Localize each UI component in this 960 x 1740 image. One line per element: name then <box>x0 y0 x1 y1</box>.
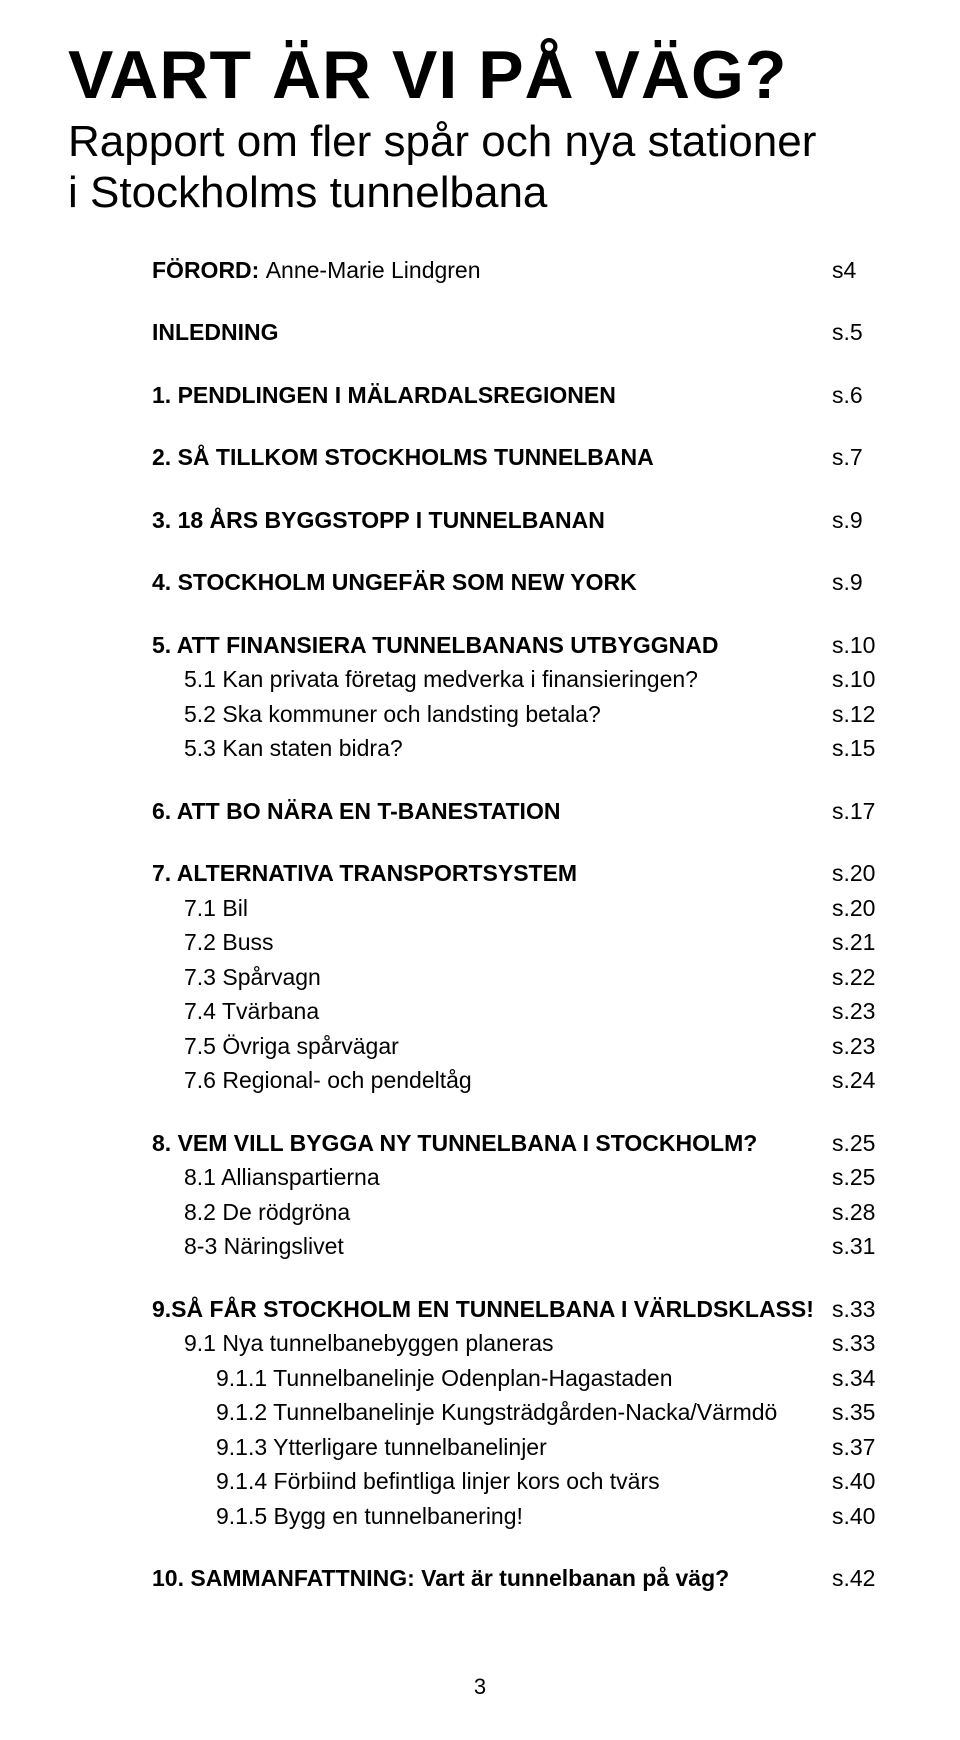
toc-s7-4-page: s.23 <box>828 994 892 1029</box>
toc-s6-label: 6. ATT BO NÄRA EN T-BANESTATION <box>152 794 828 829</box>
toc-s9-1-2-label: 9.1.2 Tunnelbanelinje Kungsträdgården-Na… <box>216 1395 828 1430</box>
toc-s7-label: 7. ALTERNATIVA TRANSPORTSYSTEM <box>152 856 828 891</box>
toc-s5-1-page: s.10 <box>828 662 892 697</box>
toc-s7-3: 7.3 Spårvagn s.22 <box>152 960 892 995</box>
toc-s7-5-page: s.23 <box>828 1029 892 1064</box>
toc-s9-1-page: s.33 <box>828 1326 892 1361</box>
toc-s9-1-3-label: 9.1.3 Ytterligare tunnelbanelinjer <box>216 1430 828 1465</box>
toc-section-3: 3. 18 ÅRS BYGGSTOPP I TUNNELBANAN s.9 <box>152 503 892 538</box>
toc-s8-3-label: 8-3 Näringslivet <box>184 1229 828 1264</box>
toc-s8-2-label: 8.2 De rödgröna <box>184 1195 828 1230</box>
toc-s7-4-label: 7.4 Tvärbana <box>184 994 828 1029</box>
toc-s9-page: s.33 <box>828 1292 892 1327</box>
toc-s3-label: 3. 18 ÅRS BYGGSTOPP I TUNNELBANAN <box>152 503 828 538</box>
toc-section-2: 2. SÅ TILLKOM STOCKHOLMS TUNNELBANA s.7 <box>152 440 892 475</box>
toc-s5-2: 5.2 Ska kommuner och landsting betala? s… <box>152 697 892 732</box>
toc-section-10: 10. SAMMANFATTNING: Vart är tunnelbanan … <box>152 1561 892 1596</box>
toc-s9-1-4-page: s.40 <box>828 1464 892 1499</box>
foreword-lead: FÖRORD: <box>152 257 266 283</box>
toc-s7-4: 7.4 Tvärbana s.23 <box>152 994 892 1029</box>
toc-s7-5: 7.5 Övriga spårvägar s.23 <box>152 1029 892 1064</box>
toc-s5-1: 5.1 Kan privata företag medverka i finan… <box>152 662 892 697</box>
toc-s9-label: 9.SÅ FÅR STOCKHOLM EN TUNNELBANA I VÄRLD… <box>152 1292 828 1327</box>
toc-s7-2: 7.2 Buss s.21 <box>152 925 892 960</box>
toc-s1-page: s.6 <box>828 378 892 413</box>
toc-section-5: 5. ATT FINANSIERA TUNNELBANANS UTBYGGNAD… <box>152 628 892 766</box>
toc-s6-page: s.17 <box>828 794 892 829</box>
toc-s7-6: 7.6 Regional- och pendeltåg s.24 <box>152 1063 892 1098</box>
toc-s1-label: 1. PENDLINGEN I MÄLARDALSREGIONEN <box>152 378 828 413</box>
toc-s3-page: s.9 <box>828 503 892 538</box>
toc-s8-2: 8.2 De rödgröna s.28 <box>152 1195 892 1230</box>
toc-foreword-page: s4 <box>828 253 892 288</box>
toc-s5-page: s.10 <box>828 628 892 663</box>
toc-s9-1: 9.1 Nya tunnelbanebyggen planeras s.33 <box>152 1326 892 1361</box>
toc-s10-label: 10. SAMMANFATTNING: Vart är tunnelbanan … <box>152 1561 828 1596</box>
toc-s9-1-1: 9.1.1 Tunnelbanelinje Odenplan-Hagastade… <box>152 1361 892 1396</box>
report-subtitle: Rapport om fler spår och nya stationer i… <box>68 117 892 218</box>
toc-section-7: 7. ALTERNATIVA TRANSPORTSYSTEM s.20 7.1 … <box>152 856 892 1098</box>
toc-s8-1: 8.1 Allianspartierna s.25 <box>152 1160 892 1195</box>
toc-inledning: INLEDNING s.5 <box>152 315 892 350</box>
toc-section-1: 1. PENDLINGEN I MÄLARDALSREGIONEN s.6 <box>152 378 892 413</box>
toc-section-9: 9.SÅ FÅR STOCKHOLM EN TUNNELBANA I VÄRLD… <box>152 1292 892 1534</box>
toc-s2-page: s.7 <box>828 440 892 475</box>
toc-s7-6-label: 7.6 Regional- och pendeltåg <box>184 1063 828 1098</box>
toc-s9-1-3-page: s.37 <box>828 1430 892 1465</box>
toc-section-6: 6. ATT BO NÄRA EN T-BANESTATION s.17 <box>152 794 892 829</box>
toc-s7-5-label: 7.5 Övriga spårvägar <box>184 1029 828 1064</box>
toc-s9-1-1-label: 9.1.1 Tunnelbanelinje Odenplan-Hagastade… <box>216 1361 828 1396</box>
toc-s5-3-label: 5.3 Kan staten bidra? <box>184 731 828 766</box>
toc-s7-1-page: s.20 <box>828 891 892 926</box>
toc-s2-label: 2. SÅ TILLKOM STOCKHOLMS TUNNELBANA <box>152 440 828 475</box>
toc-s8-1-page: s.25 <box>828 1160 892 1195</box>
toc-section-4: 4. STOCKHOLM UNGEFÄR SOM NEW YORK s.9 <box>152 565 892 600</box>
toc-s5-label: 5. ATT FINANSIERA TUNNELBANANS UTBYGGNAD <box>152 628 828 663</box>
toc-s8-page: s.25 <box>828 1126 892 1161</box>
page-number: 3 <box>68 1674 892 1700</box>
toc-s8-2-page: s.28 <box>828 1195 892 1230</box>
toc-s9-1-5-page: s.40 <box>828 1499 892 1534</box>
toc-s5-2-page: s.12 <box>828 697 892 732</box>
toc-foreword-label: FÖRORD: Anne-Marie Lindgren <box>152 253 828 288</box>
toc-s7-2-label: 7.2 Buss <box>184 925 828 960</box>
subtitle-line-2: i Stockholms tunnelbana <box>68 168 547 217</box>
table-of-contents: FÖRORD: Anne-Marie Lindgren s4 INLEDNING… <box>68 253 892 1596</box>
toc-s8-3: 8-3 Näringslivet s.31 <box>152 1229 892 1264</box>
toc-s5-1-label: 5.1 Kan privata företag medverka i finan… <box>184 662 828 697</box>
toc-s9-1-label: 9.1 Nya tunnelbanebyggen planeras <box>184 1326 828 1361</box>
toc-s7-3-page: s.22 <box>828 960 892 995</box>
toc-s9-1-1-page: s.34 <box>828 1361 892 1396</box>
toc-s7-2-page: s.21 <box>828 925 892 960</box>
toc-inledning-label: INLEDNING <box>152 315 828 350</box>
toc-s9-1-2-page: s.35 <box>828 1395 892 1430</box>
toc-s9-1-2: 9.1.2 Tunnelbanelinje Kungsträdgården-Na… <box>152 1395 892 1430</box>
foreword-author: Anne-Marie Lindgren <box>266 257 481 283</box>
toc-s7-1: 7.1 Bil s.20 <box>152 891 892 926</box>
toc-s4-page: s.9 <box>828 565 892 600</box>
toc-s8-label: 8. VEM VILL BYGGA NY TUNNELBANA I STOCKH… <box>152 1126 828 1161</box>
toc-inledning-page: s.5 <box>828 315 892 350</box>
toc-s4-label: 4. STOCKHOLM UNGEFÄR SOM NEW YORK <box>152 565 828 600</box>
toc-s7-1-label: 7.1 Bil <box>184 891 828 926</box>
toc-s5-3-page: s.15 <box>828 731 892 766</box>
toc-s5-3: 5.3 Kan staten bidra? s.15 <box>152 731 892 766</box>
toc-s7-3-label: 7.3 Spårvagn <box>184 960 828 995</box>
report-title: VART ÄR VI PÅ VÄG? <box>68 40 892 111</box>
toc-s8-3-page: s.31 <box>828 1229 892 1264</box>
toc-s7-6-page: s.24 <box>828 1063 892 1098</box>
toc-s9-1-4-label: 9.1.4 Förbiind befintliga linjer kors oc… <box>216 1464 828 1499</box>
toc-s9-1-4: 9.1.4 Förbiind befintliga linjer kors oc… <box>152 1464 892 1499</box>
toc-s9-1-5: 9.1.5 Bygg en tunnelbanering! s.40 <box>152 1499 892 1534</box>
toc-s10-page: s.42 <box>828 1561 892 1596</box>
toc-s9-1-5-label: 9.1.5 Bygg en tunnelbanering! <box>216 1499 828 1534</box>
toc-s5-2-label: 5.2 Ska kommuner och landsting betala? <box>184 697 828 732</box>
toc-s8-1-label: 8.1 Allianspartierna <box>184 1160 828 1195</box>
subtitle-line-1: Rapport om fler spår och nya stationer <box>68 117 816 166</box>
toc-s9-1-3: 9.1.3 Ytterligare tunnelbanelinjer s.37 <box>152 1430 892 1465</box>
toc-foreword: FÖRORD: Anne-Marie Lindgren s4 <box>152 253 892 288</box>
toc-s7-page: s.20 <box>828 856 892 891</box>
toc-section-8: 8. VEM VILL BYGGA NY TUNNELBANA I STOCKH… <box>152 1126 892 1264</box>
